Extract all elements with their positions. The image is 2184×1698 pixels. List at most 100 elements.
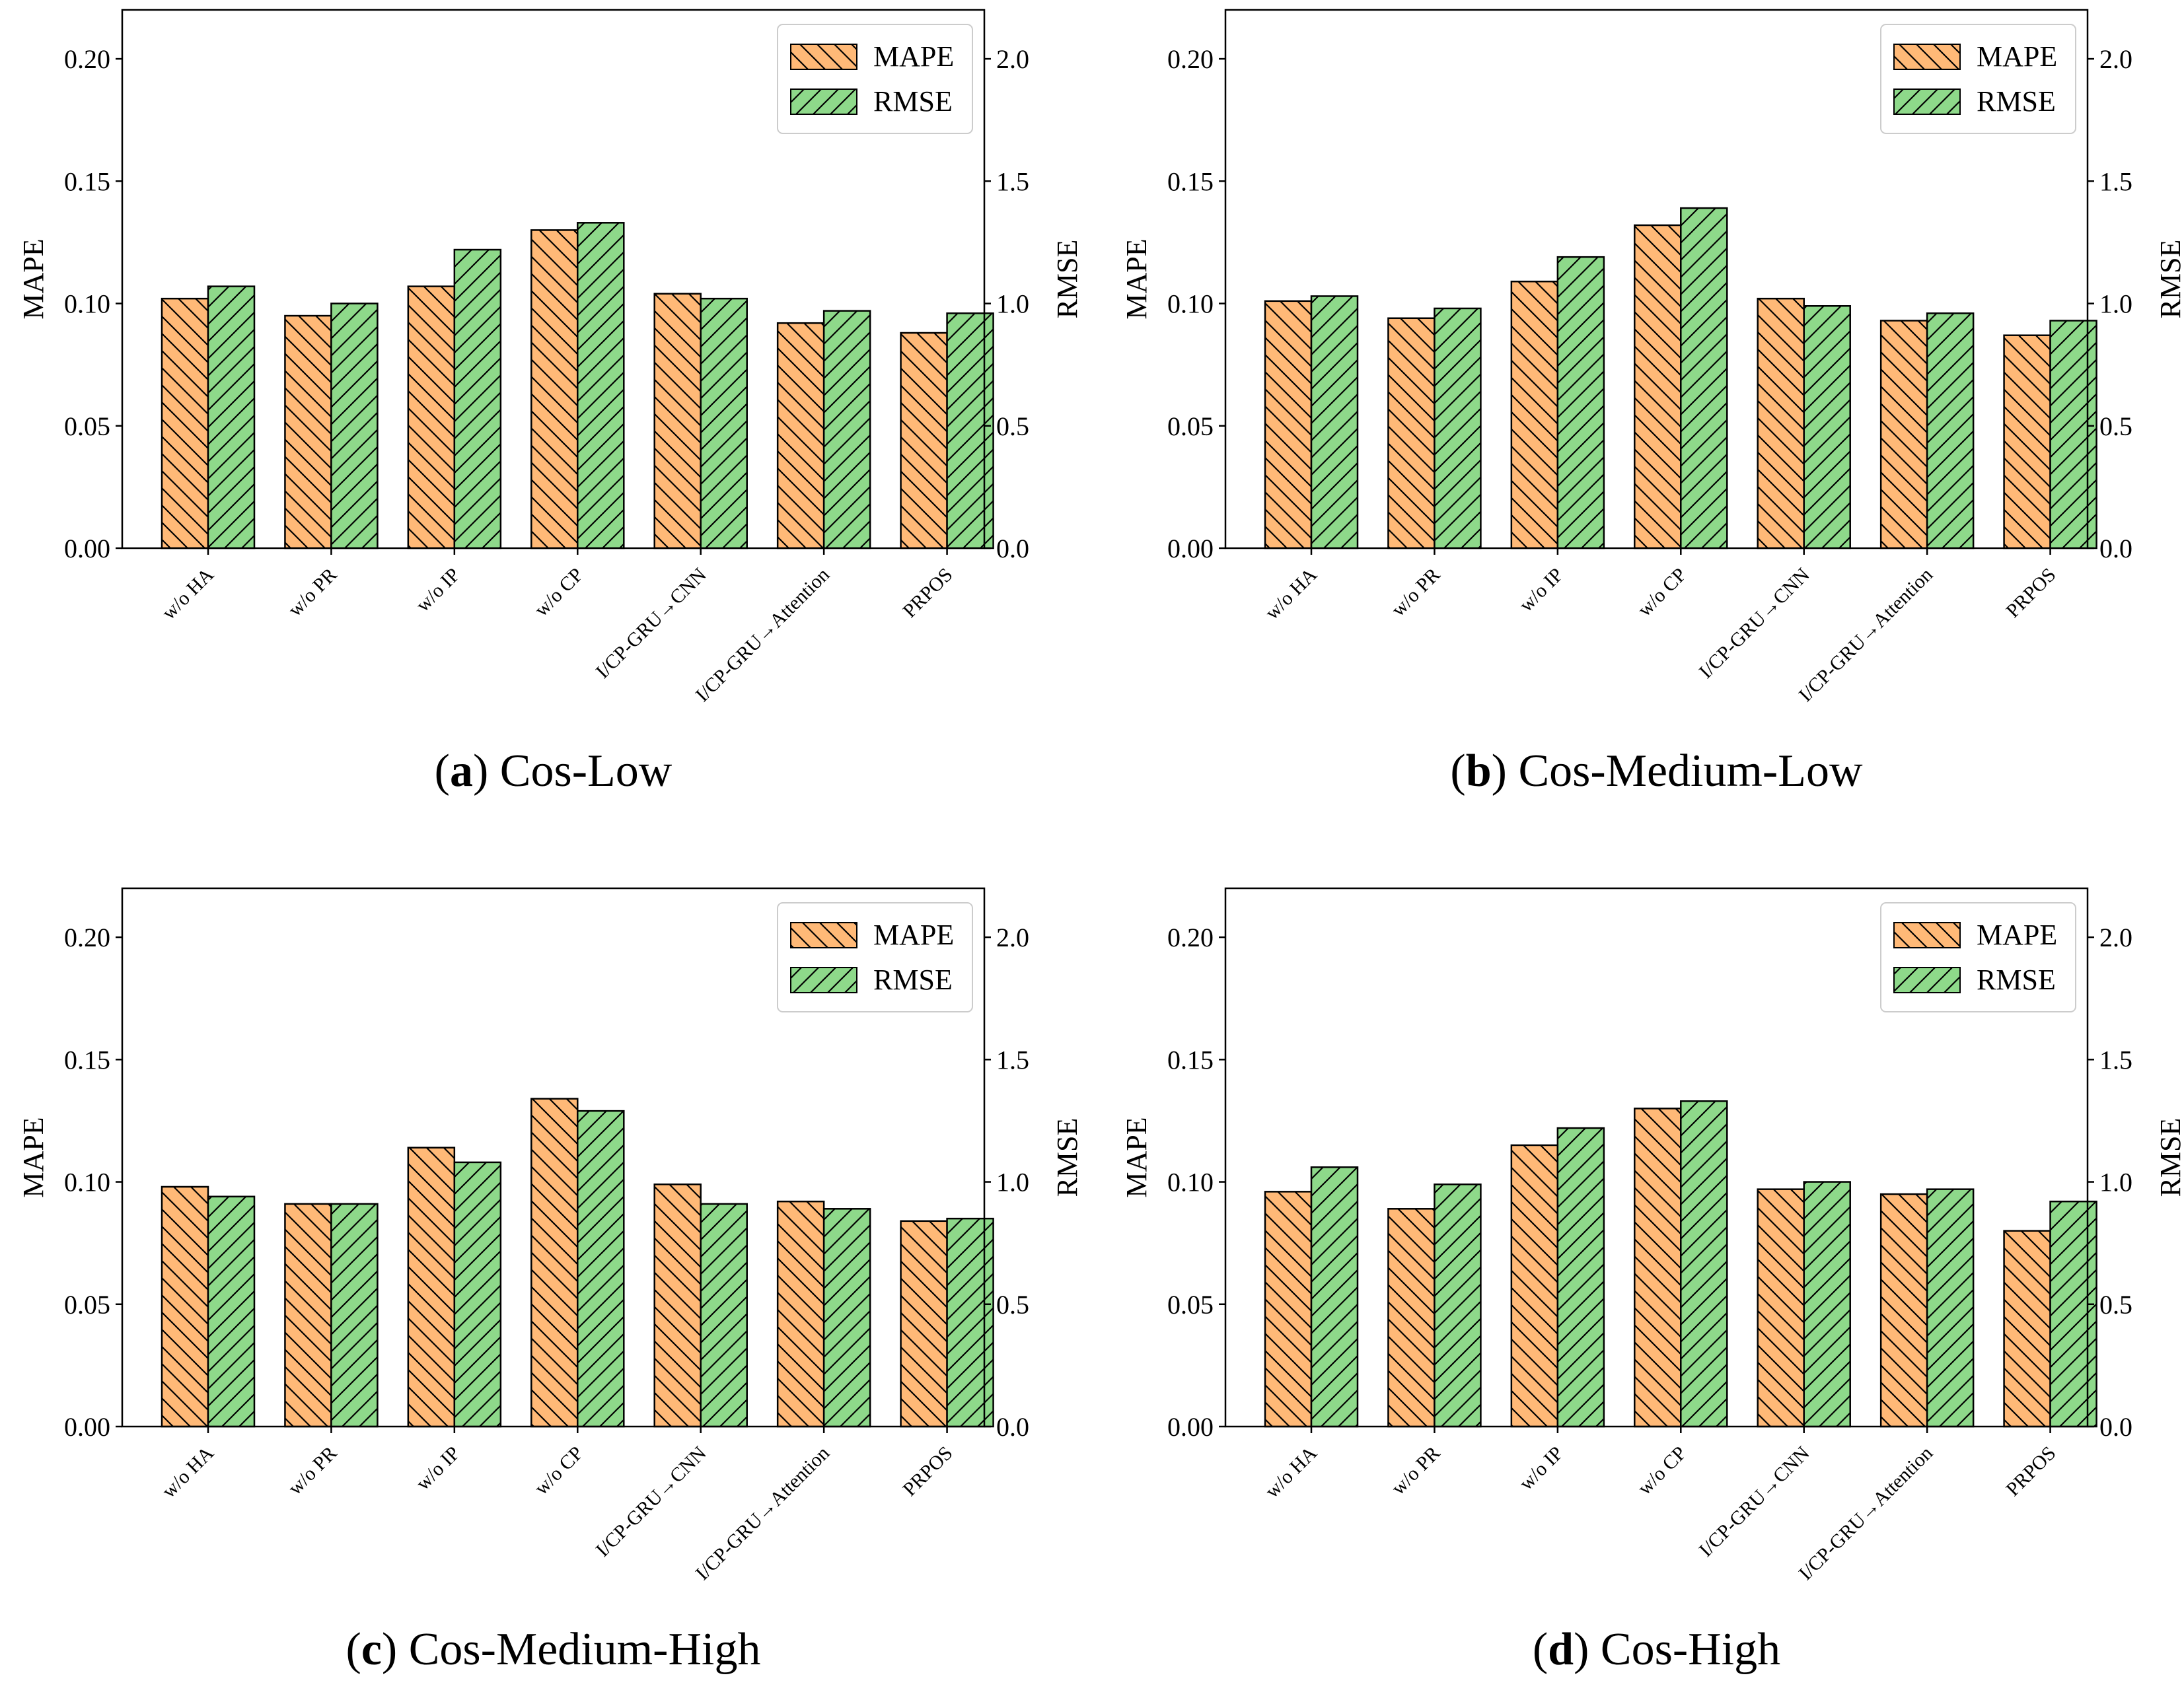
x-tick-label: I/CP-GRU→Attention [692,1442,834,1584]
y-tick-label: 0.10 [64,289,110,319]
bar-rmse-5 [822,1208,871,1428]
bar-mape-2 [407,1147,456,1428]
x-tick-label: I/CP-GRU→CNN [1695,1442,1814,1561]
bar-rmse-0 [1310,295,1359,549]
x-tick-label: w/o HA [158,1442,218,1502]
bar-mape-1 [1387,317,1436,549]
bar-rmse-1 [1434,1184,1482,1428]
legend: MAPE RMSE [777,24,973,134]
bar-mape-4 [653,1184,702,1428]
bar-mape-2 [407,285,456,549]
y2-tick-label: 2.0 [996,923,1029,952]
panel-title: Cos-Medium-Low [1518,746,1863,796]
legend-label-rmse: RMSE [873,85,953,118]
x-tick-label: w/o IP [412,564,464,616]
y2-tick-label: 2.0 [2099,923,2132,952]
y-tick-label: 0.15 [64,1045,110,1075]
legend-swatch-rmse [1893,967,1961,993]
chart-panel-d: w/o HA w/o PR w/o IP w/o CP I/CP-GRU→CNNI/CP… [1120,887,2184,1675]
y2-tick-label: 1.0 [996,289,1029,319]
y2-tick-label: 0.0 [996,1412,1029,1442]
legend-swatch-rmse [790,967,857,993]
panel-title: Cos-Low [500,746,673,796]
bar-mape-5 [776,1200,825,1428]
x-tick-label: w/o PR [1387,1442,1444,1499]
y-axis-title: MAPE [1120,238,1153,319]
plot-frame [121,9,986,549]
x-tick-label: I/CP-GRU→Attention [1795,564,1937,706]
bar-mape-1 [284,1203,332,1428]
y-tick-label: 0.20 [64,923,110,952]
x-tick-label: w/o CP [1634,1442,1691,1499]
y-tick-label: 0.00 [64,1412,110,1442]
panel-letter: b [1466,746,1492,796]
bar-mape-3 [1634,224,1682,549]
bar-rmse-0 [207,285,256,549]
bar-rmse-2 [453,1161,502,1428]
bar-rmse-4 [700,1203,748,1428]
y-tick-label: 0.00 [64,534,110,563]
y-tick-label: 0.05 [1167,411,1214,441]
y2-tick-label: 0.0 [2099,534,2132,563]
y2-tick-label: 0.0 [2099,1412,2132,1442]
bar-rmse-5 [822,310,871,549]
x-tick-label: PRPOS [898,564,957,622]
x-tick-label: w/o CP [1634,564,1691,621]
y2-tick-label: 1.0 [2099,289,2132,319]
bar-mape-2 [1510,280,1559,549]
bar-mape-2 [1510,1144,1559,1428]
bar-rmse-6 [2049,320,2097,549]
bar-mape-5 [1879,320,1928,549]
legend-swatch-rmse [790,88,857,115]
legend-swatch-mape [790,922,857,948]
y2-tick-label: 0.5 [2099,1290,2132,1320]
bar-mape-5 [1879,1193,1928,1428]
y-tick-label: 0.15 [1167,1045,1214,1075]
y2-tick-label: 1.5 [996,1045,1029,1075]
y-axis-title: MAPE [17,1117,50,1197]
bar-mape-0 [1264,300,1313,549]
y-tick-label: 0.00 [1167,1412,1214,1442]
legend-swatch-mape [1893,44,1961,70]
panel-letter: a [450,746,473,796]
x-tick-label: I/CP-GRU→CNN [1695,564,1814,683]
x-tick-label: PRPOS [898,1442,957,1501]
bar-mape-1 [1387,1208,1436,1428]
y2-tick-label: 1.0 [2099,1168,2132,1197]
x-tick-label: w/o HA [1261,563,1321,623]
x-tick-label: w/o CP [530,564,587,621]
y2-tick-label: 1.0 [996,1168,1029,1197]
legend-label-mape: MAPE [873,919,954,951]
x-tick-label: I/CP-GRU→Attention [692,564,834,706]
x-tick-label: PRPOS [2002,564,2060,622]
y2-tick-label: 2.0 [2099,44,2132,74]
legend-label-mape: MAPE [1977,919,2057,951]
bar-mape-0 [161,1185,209,1428]
y-tick-label: 0.10 [64,1168,110,1197]
x-tick-label: w/o PR [284,564,341,621]
legend-label-rmse: RMSE [1977,964,2056,996]
x-tick-label: w/o HA [158,563,218,623]
bar-mape-0 [1264,1191,1313,1428]
bar-mape-0 [161,297,209,549]
bar-rmse-6 [946,1217,994,1428]
legend-label-rmse: RMSE [873,964,953,996]
y-tick-label: 0.20 [1167,44,1214,74]
y2-tick-label: 0.5 [2099,411,2132,441]
legend: MAPE RMSE [777,902,973,1012]
y-tick-label: 0.05 [64,1290,110,1320]
plot-frame [1224,9,2089,549]
bar-rmse-2 [1556,256,1605,549]
x-tick-label: w/o IP [1515,1442,1567,1495]
panel-caption: (d) Cos-High [1533,1624,1780,1675]
y2-tick-label: 0.5 [996,411,1029,441]
bar-rmse-3 [1680,207,1728,549]
legend-label-mape: MAPE [1977,40,2057,73]
x-tick-label: w/o IP [412,1442,464,1495]
bar-mape-4 [653,293,702,549]
y-axis-title: MAPE [1120,1117,1153,1197]
y-tick-label: 0.10 [1167,289,1214,319]
bar-rmse-2 [453,248,502,549]
x-tick-label: PRPOS [2002,1442,2060,1501]
